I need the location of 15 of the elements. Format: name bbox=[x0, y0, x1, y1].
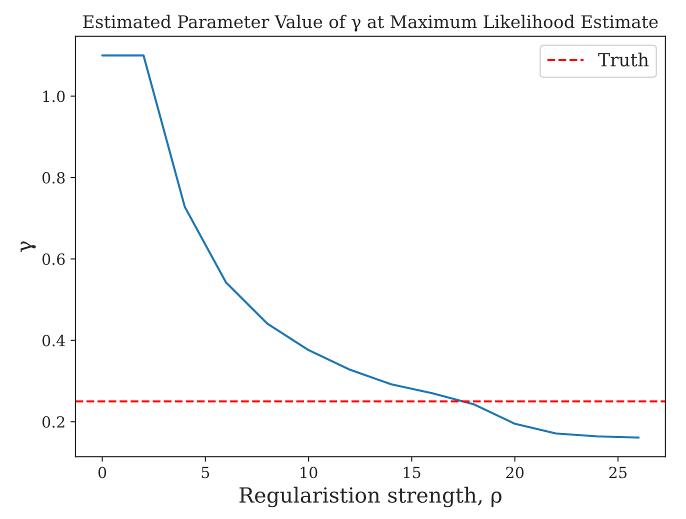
y-tick-label: 0.2 bbox=[42, 416, 64, 428]
x-tick-label: 25 bbox=[609, 466, 627, 478]
x-axis-title: Regularistion strength, ρ bbox=[240, 486, 502, 508]
x-tick-label: 5 bbox=[202, 466, 210, 478]
y-axis-title: γ bbox=[20, 241, 36, 252]
y-tick-label: 0.4 bbox=[42, 334, 65, 346]
y-tick-label: 1.0 bbox=[43, 90, 65, 102]
x-tick-label: 10 bbox=[300, 466, 318, 478]
x-tick-label: 15 bbox=[404, 466, 420, 478]
x-tick-label: 0 bbox=[98, 466, 106, 478]
x-tick-label: 20 bbox=[506, 466, 524, 478]
legend-label: Truth bbox=[598, 52, 649, 67]
chart-title: Estimated Parameter Value of γ at Maximum Likelihood Estimate bbox=[83, 14, 658, 32]
y-tick-label: 0.8 bbox=[42, 172, 65, 184]
y-tick-label: 0.6 bbox=[42, 253, 65, 265]
